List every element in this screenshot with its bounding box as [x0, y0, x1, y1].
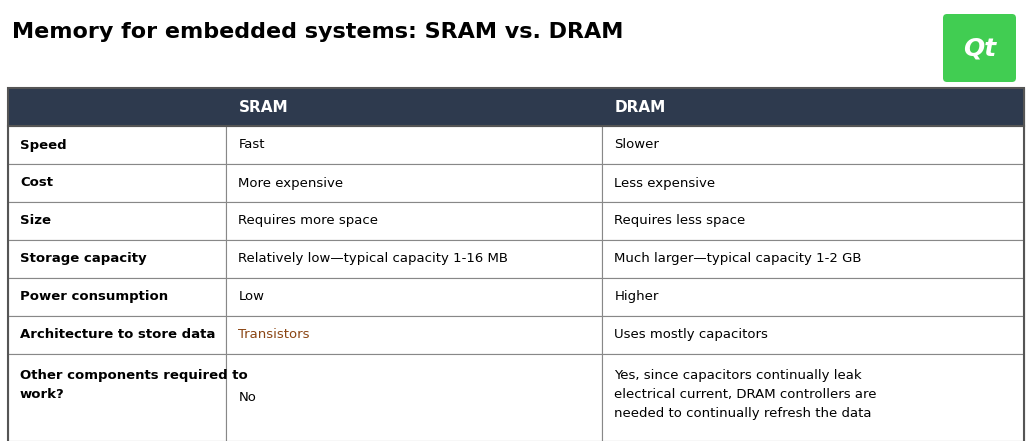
Bar [8, 164, 226, 202]
Bar [226, 354, 603, 441]
Text: Memory for embedded systems: SRAM vs. DRAM: Memory for embedded systems: SRAM vs. DR… [12, 22, 623, 42]
Text: Low: Low [238, 291, 264, 303]
Text: Uses mostly capacitors: Uses mostly capacitors [614, 329, 768, 341]
Text: Architecture to store data: Architecture to store data [20, 329, 216, 341]
Bar [603, 316, 1024, 354]
Bar [8, 126, 226, 164]
Text: Size: Size [20, 214, 51, 228]
Text: Yes, since capacitors continually leak
electrical current, DRAM controllers are
: Yes, since capacitors continually leak e… [614, 369, 877, 420]
Text: DRAM: DRAM [614, 100, 666, 115]
Text: Fast: Fast [238, 138, 265, 152]
Bar [603, 126, 1024, 164]
Bar [603, 202, 1024, 240]
Bar [8, 354, 226, 441]
Text: Higher: Higher [614, 291, 658, 303]
Bar [226, 316, 603, 354]
Text: Other components required to
work?: Other components required to work? [20, 369, 248, 401]
Text: Requires less space: Requires less space [614, 214, 745, 228]
Text: No: No [238, 392, 256, 404]
Bar [226, 88, 603, 126]
Bar [226, 278, 603, 316]
FancyBboxPatch shape [943, 14, 1015, 82]
Text: SRAM: SRAM [238, 100, 288, 115]
Bar [226, 202, 603, 240]
Bar [8, 316, 226, 354]
Bar [8, 88, 1024, 441]
Text: Power consumption: Power consumption [20, 291, 168, 303]
Bar [226, 240, 603, 278]
Text: Cost: Cost [20, 176, 53, 190]
Bar [603, 354, 1024, 441]
Text: Relatively low—typical capacity 1-16 MB: Relatively low—typical capacity 1-16 MB [238, 253, 509, 265]
Bar [8, 278, 226, 316]
Text: More expensive: More expensive [238, 176, 344, 190]
Text: Slower: Slower [614, 138, 659, 152]
Text: Transistors: Transistors [238, 329, 310, 341]
Text: Less expensive: Less expensive [614, 176, 715, 190]
Text: Much larger—typical capacity 1-2 GB: Much larger—typical capacity 1-2 GB [614, 253, 862, 265]
Bar [603, 164, 1024, 202]
Bar [603, 278, 1024, 316]
Text: Requires more space: Requires more space [238, 214, 379, 228]
Bar [8, 240, 226, 278]
Text: Storage capacity: Storage capacity [20, 253, 147, 265]
Text: Qt: Qt [963, 36, 996, 60]
Bar [226, 126, 603, 164]
Bar [603, 88, 1024, 126]
Bar [603, 240, 1024, 278]
Bar [8, 88, 226, 126]
Bar [226, 164, 603, 202]
Bar [8, 202, 226, 240]
Text: Speed: Speed [20, 138, 67, 152]
